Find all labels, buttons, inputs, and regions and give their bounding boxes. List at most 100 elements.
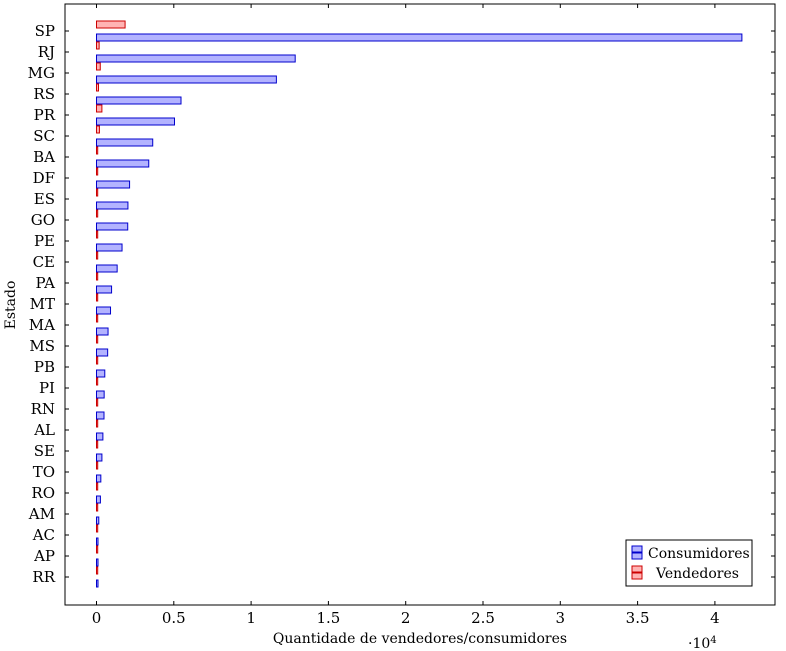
legend: Consumidores Vendedores: [625, 539, 753, 587]
bar-vendedores-rs: [96, 83, 99, 92]
bar-consumidores-pe: [96, 243, 123, 252]
y-tick-label-ap: AP: [33, 547, 55, 565]
x-tick-label: 3: [556, 609, 566, 627]
y-tick-label-ac: AC: [32, 526, 55, 544]
bar-vendedores-rj: [96, 41, 100, 50]
y-tick-label-pa: PA: [35, 274, 55, 292]
legend-label-consumidores: Consumidores: [648, 546, 750, 562]
bar-consumidores-pb: [96, 369, 106, 378]
bar-vendedores-es: [96, 188, 99, 197]
bar-vendedores-to: [96, 461, 99, 470]
y-tick-label-pr: PR: [34, 106, 56, 124]
x-tick-label: 0.5: [162, 609, 186, 627]
bar-consumidores-al: [96, 432, 104, 441]
legend-box: [625, 539, 753, 587]
bar-consumidores-ce: [96, 264, 118, 273]
bar-consumidores-rj: [96, 54, 296, 63]
bar-vendedores-ma: [96, 314, 99, 323]
plot-frame: [64, 3, 776, 606]
bar-vendedores-ba: [96, 146, 99, 155]
bar-vendedores-rn: [96, 398, 99, 407]
bar-consumidores-go: [96, 222, 129, 231]
y-tick-label-mt: MT: [30, 295, 55, 313]
y-tick-label-am: AM: [28, 505, 55, 523]
bar-vendedores-pr: [96, 104, 103, 113]
y-tick-label-mg: MG: [28, 64, 55, 82]
y-tick-label-pe: PE: [34, 232, 55, 250]
y-tick-label-df: DF: [33, 169, 55, 187]
x-tick-label: 0: [92, 609, 102, 627]
y-tick-label-go: GO: [31, 211, 55, 229]
bar-consumidores-ac: [96, 537, 99, 546]
y-tick-label-rj: RJ: [38, 43, 55, 61]
y-tick-label-al: AL: [33, 421, 55, 439]
bar-vendedores-am: [96, 503, 99, 512]
bar-consumidores-sp: [96, 33, 743, 42]
bar-consumidores-sc: [96, 138, 154, 147]
x-tick-label: 4: [710, 609, 720, 627]
bar-consumidores-am: [96, 516, 100, 525]
y-tick-label-se: SE: [34, 442, 55, 460]
y-tick-label-ba: BA: [33, 148, 55, 166]
y-tick-label-sp: SP: [35, 22, 55, 40]
y-tick-labels: SP RJ MG RS PR SC BA DF ES GO PE CE PA MT MA MS PB PI RN AL…: [28, 22, 56, 586]
x-tick-label: 1: [246, 609, 256, 627]
legend-swatch-lower: [631, 552, 643, 560]
x-axis-scale-factor: ·104: [688, 635, 717, 651]
bar-vendedores-ce: [96, 251, 99, 260]
y-tick-label-pi: PI: [39, 379, 55, 397]
bar-consumidores-mg: [96, 75, 277, 84]
bar-consumidores-ro: [96, 495, 101, 504]
x-axis-title: Quantidade de vendedores/consumidores: [273, 631, 567, 647]
legend-label-vendedores: Vendedores: [655, 566, 739, 582]
bar-vendedores-rr: [96, 566, 99, 575]
bar-vendedores-sc: [96, 125, 100, 134]
y-tick-label-ce: CE: [33, 253, 55, 271]
bar-consumidores-pi: [96, 390, 105, 399]
axis-ticks: [65, 4, 775, 605]
bar-vendedores-mg: [96, 62, 101, 71]
bar-consumidores-to: [96, 474, 102, 483]
bar-consumidores-ba: [96, 159, 150, 168]
bar-consumidores-rs: [96, 96, 182, 105]
bars: [96, 20, 743, 588]
y-tick-label-rs: RS: [33, 85, 55, 103]
bar-vendedores-ap: [96, 545, 99, 554]
y-axis-title: Estado: [3, 281, 19, 330]
bar-vendedores-ro: [96, 482, 99, 491]
bar-vendedores-sp: [96, 20, 126, 29]
bar-vendedores-ms: [96, 335, 99, 344]
y-tick-label-sc: SC: [33, 127, 55, 145]
legend-swatch-vendedores: [631, 565, 643, 573]
bar-consumidores-rr: [96, 579, 99, 588]
bar-consumidores-ma: [96, 327, 109, 336]
bar-consumidores-es: [96, 201, 129, 210]
bar-consumidores-df: [96, 180, 131, 189]
y-tick-label-rr: RR: [32, 568, 55, 586]
x-tick-label: 1.5: [316, 609, 340, 627]
bar-consumidores-mt: [96, 306, 112, 315]
x-tick-label: 3.5: [626, 609, 650, 627]
bar-vendedores-pb: [96, 356, 99, 365]
y-tick-label-ma: MA: [29, 316, 55, 334]
bar-consumidores-ms: [96, 348, 109, 357]
bar-vendedores-mt: [96, 293, 99, 302]
y-tick-label-to: TO: [33, 463, 55, 481]
bar-vendedores-pe: [96, 230, 99, 239]
bar-consumidores-ap: [96, 558, 99, 567]
bar-consumidores-pr: [96, 117, 175, 126]
bar-consumidores-pa: [96, 285, 113, 294]
bar-vendedores-se: [96, 440, 99, 449]
y-tick-label-rn: RN: [31, 400, 55, 418]
y-tick-label-es: ES: [34, 190, 55, 208]
bar-vendedores-al: [96, 419, 99, 428]
bar-vendedores-ac: [96, 524, 99, 533]
x-tick-labels: 0 0.5 1 1.5 2 2.5 3 3.5 4: [92, 609, 720, 627]
bar-vendedores-pi: [96, 377, 99, 386]
x-tick-label: 2: [401, 609, 411, 627]
x-axis-scale-base: ·10: [688, 636, 710, 651]
bar-vendedores-go: [96, 209, 99, 218]
bar-consumidores-se: [96, 453, 103, 462]
bar-vendedores-df: [96, 167, 99, 176]
